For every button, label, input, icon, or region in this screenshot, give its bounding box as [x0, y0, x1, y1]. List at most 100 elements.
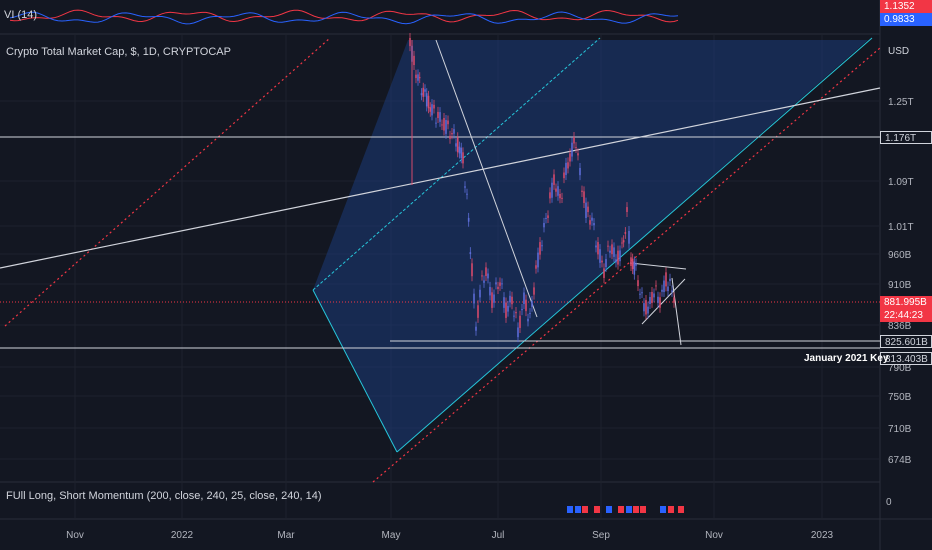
candle-body — [429, 107, 432, 112]
candle-body — [525, 299, 527, 312]
momentum-square — [618, 506, 624, 513]
candle-body — [422, 87, 425, 97]
y-tick-label: 710B — [888, 424, 912, 435]
candle-body — [511, 296, 513, 305]
candle-body — [551, 182, 553, 198]
momentum-bars — [567, 506, 684, 513]
candle-body — [607, 245, 609, 247]
candle-body — [475, 326, 477, 331]
x-tick-label: May — [382, 530, 401, 541]
momentum-square — [640, 506, 646, 513]
candle-body — [458, 146, 461, 154]
candle-body — [655, 285, 657, 287]
candle-body — [575, 147, 577, 149]
january-2021-key-annotation: January 2021 Key — [804, 353, 889, 364]
candle-body — [462, 152, 464, 164]
long-trendline — [0, 87, 881, 269]
price-axis: 1.25T 1.09T 1.01T 960B 910B 836B 790B 750B 710B 6… — [888, 97, 914, 466]
y-tick-label: 960B — [888, 250, 912, 261]
momentum-square — [660, 506, 666, 513]
dotted-line-upper — [4, 37, 331, 327]
candle-body — [559, 193, 561, 199]
candle-body — [601, 260, 603, 263]
candle-body — [643, 303, 645, 312]
candle-body — [483, 280, 485, 283]
candle-body — [489, 286, 491, 296]
candle-body — [485, 267, 487, 277]
vi-plus-tag: 1.1352 — [880, 0, 932, 13]
triangle-bottom-line — [641, 278, 686, 325]
momentum-square — [567, 506, 573, 513]
candle-body — [533, 287, 535, 295]
candle-body — [611, 244, 613, 255]
price-tag-timer: 22:44:23 — [880, 309, 932, 322]
candle-body — [603, 268, 605, 278]
candle-body — [471, 263, 473, 277]
candle-body — [415, 74, 417, 79]
candle-body — [495, 282, 497, 285]
candle-body — [555, 188, 557, 192]
candle-body — [460, 147, 463, 159]
momentum-square — [582, 506, 588, 513]
candle-body — [435, 122, 437, 124]
candle-body — [509, 295, 511, 303]
momentum-indicator-label[interactable]: FUll Long, Short Momentum (200, close, 2… — [6, 490, 322, 502]
channel-top-edge — [312, 37, 601, 291]
vi-minus-line — [9, 11, 679, 25]
candle-body — [667, 286, 669, 292]
candle-body — [645, 299, 647, 315]
vi-indicator-label[interactable]: VI (14) — [4, 9, 38, 21]
candle-body — [671, 290, 673, 292]
candle-body — [447, 120, 449, 125]
x-tick-label: 2023 — [811, 530, 834, 541]
candle-body — [445, 120, 447, 134]
candle-body — [413, 55, 415, 66]
candle-body — [577, 153, 579, 156]
x-tick-label: Nov — [705, 530, 723, 541]
candle-body — [433, 104, 435, 109]
candle-body — [657, 296, 659, 303]
candle-body — [661, 289, 663, 292]
candle-body — [417, 74, 419, 81]
x-tick-label: Nov — [66, 530, 84, 541]
candle-body — [418, 77, 421, 79]
chart-title[interactable]: Crypto Total Market Cap, $, 1D, CRYPTOCA… — [6, 46, 231, 58]
y-tick-label: 1.01T — [888, 222, 914, 233]
candle-body — [573, 137, 575, 144]
candle-body — [637, 280, 639, 287]
momentum-square — [575, 506, 581, 513]
candle-body — [479, 289, 481, 298]
candle-body — [427, 95, 430, 109]
candle-body — [619, 250, 621, 262]
candle-body — [563, 172, 565, 179]
candle-body — [464, 186, 466, 188]
candle-body — [567, 162, 569, 169]
candle-body — [599, 249, 601, 263]
dotted-line-lower — [372, 47, 881, 483]
candle-body — [579, 167, 581, 176]
candle-body — [669, 278, 671, 282]
candle-body — [493, 294, 495, 303]
y-tick-label: 674B — [888, 455, 912, 466]
candle-body — [497, 286, 499, 289]
momentum-square — [633, 506, 639, 513]
momentum-square — [594, 506, 600, 513]
candle-body — [587, 206, 589, 213]
y-tick-label: 1.09T — [888, 177, 914, 188]
time-axis: Nov 2022 Mar May Jul Sep Nov 2023 — [66, 530, 833, 541]
candle-body — [621, 242, 623, 244]
candle-body — [437, 111, 439, 119]
candle-body — [425, 93, 428, 107]
candle-body — [545, 217, 547, 219]
candle-body — [517, 327, 519, 338]
momentum-square — [668, 506, 674, 513]
candle-body — [659, 297, 661, 308]
candle-body — [481, 275, 483, 277]
candle-body — [663, 280, 665, 293]
candle-body — [595, 245, 597, 248]
vi-plus-line — [9, 9, 679, 23]
currency-label: USD — [888, 46, 910, 57]
price-tag-current: 881.995B — [880, 296, 932, 309]
projection-line — [671, 277, 682, 346]
